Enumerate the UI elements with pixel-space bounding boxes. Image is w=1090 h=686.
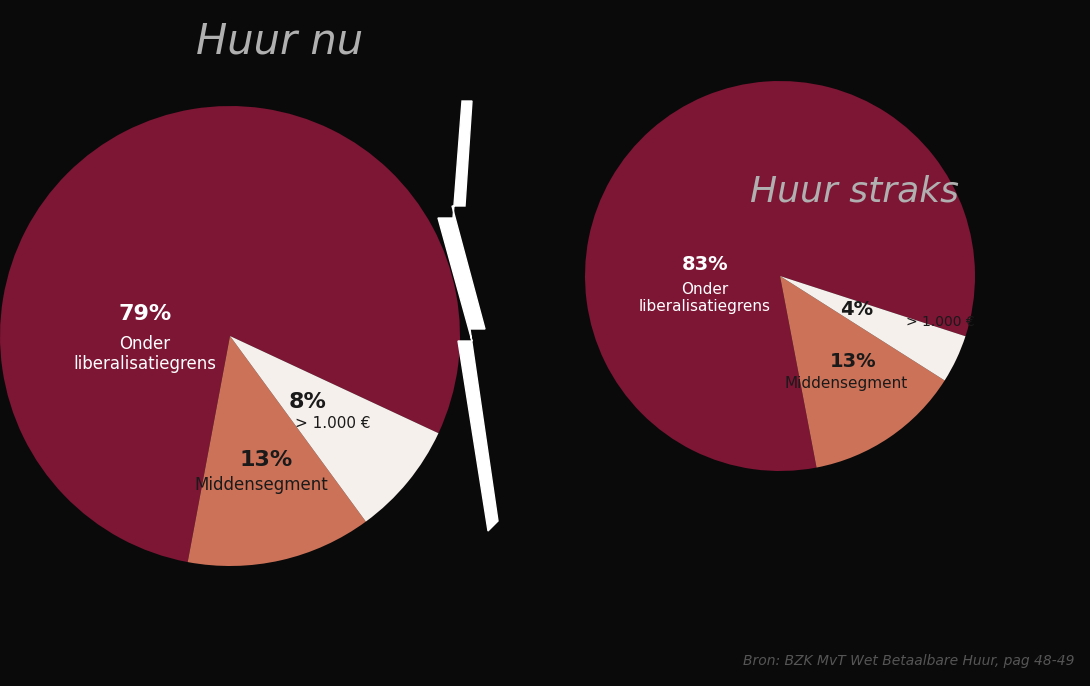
Text: > 1.000 €: > 1.000 € [906, 314, 974, 329]
Text: Onder
liberalisatiegrens: Onder liberalisatiegrens [639, 282, 771, 314]
Text: > 1.000 €: > 1.000 € [294, 416, 371, 431]
Text: 83%: 83% [681, 255, 728, 274]
Wedge shape [780, 276, 945, 468]
Text: Middensegment: Middensegment [195, 476, 328, 494]
Text: Huur nu: Huur nu [196, 20, 364, 62]
Text: Onder
liberalisatiegrens: Onder liberalisatiegrens [73, 335, 217, 373]
Text: 4%: 4% [839, 300, 873, 319]
Text: Middensegment: Middensegment [785, 377, 908, 392]
Polygon shape [438, 101, 498, 531]
Text: Bron: BZK MvT Wet Betaalbare Huur, pag 48-49: Bron: BZK MvT Wet Betaalbare Huur, pag 4… [743, 654, 1075, 668]
Wedge shape [187, 336, 366, 566]
Text: 79%: 79% [119, 304, 171, 324]
Text: Huur straks: Huur straks [751, 174, 959, 208]
Text: 8%: 8% [289, 392, 326, 412]
Wedge shape [0, 106, 460, 562]
Wedge shape [230, 336, 438, 521]
Text: 13%: 13% [829, 353, 876, 372]
Wedge shape [585, 81, 974, 471]
Wedge shape [780, 276, 966, 381]
Text: 13%: 13% [240, 450, 293, 470]
